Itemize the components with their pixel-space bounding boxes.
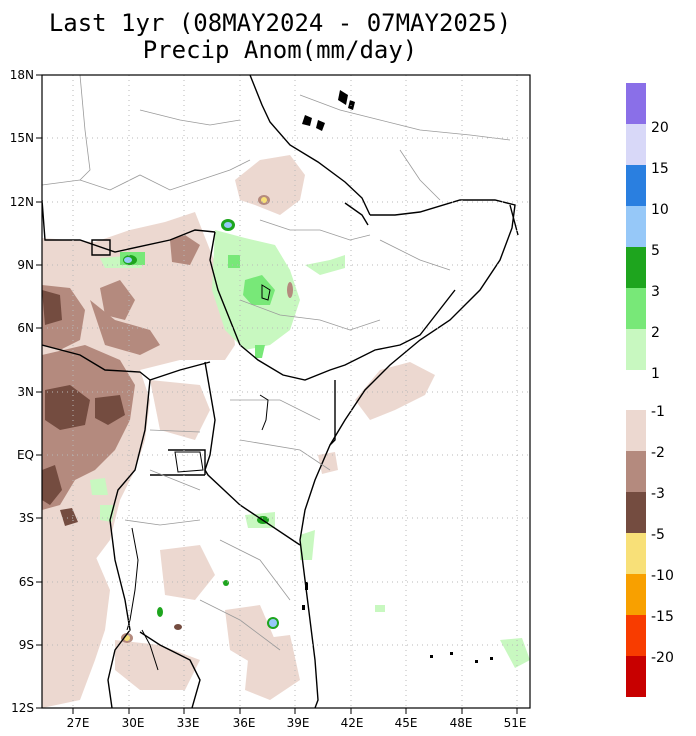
lat-label: 12S xyxy=(11,701,34,715)
coastal-islands xyxy=(302,90,493,663)
colorbar-label: -20 xyxy=(651,650,674,666)
lat-label: 3N xyxy=(17,385,34,399)
lon-label: 45E xyxy=(395,716,418,730)
map-title-line2: Precip Anom(mm/day) xyxy=(142,36,418,64)
gridlines xyxy=(42,75,530,708)
lon-label: 48E xyxy=(450,716,473,730)
colorbar-label: -15 xyxy=(651,609,674,625)
lon-label: 27E xyxy=(67,716,90,730)
lat-label: 6N xyxy=(17,321,34,335)
lat-label: 18N xyxy=(10,68,34,82)
lat-label: 9S xyxy=(19,638,34,652)
colorbar-label: 5 xyxy=(651,243,660,259)
colorbar-label: -2 xyxy=(651,445,665,461)
colorbar-negative: -1 -2 -3 -5 -10 -15 -20 xyxy=(626,404,674,697)
precip-anomaly-map: 18N 15N 12N 9N 6N 3N EQ 3S 6S 9S 12S 27E… xyxy=(10,68,531,730)
colorbar-label: -3 xyxy=(651,486,665,502)
colorbar-label: 3 xyxy=(651,284,660,300)
lat-label: 3S xyxy=(19,511,34,525)
colorbar-swatch xyxy=(626,329,646,370)
map-title-line1: Last 1yr (08MAY2024 - 07MAY2025) xyxy=(48,9,512,37)
colorbar-swatch xyxy=(626,615,646,656)
colorbar-label: 10 xyxy=(651,202,669,218)
colorbar-swatch xyxy=(626,206,646,247)
lon-label: 36E xyxy=(233,716,256,730)
lon-label: 42E xyxy=(341,716,364,730)
lon-label: 39E xyxy=(287,716,310,730)
colorbar-swatch xyxy=(626,533,646,574)
lake-outlines xyxy=(126,284,271,671)
lon-label: 30E xyxy=(122,716,145,730)
colorbar-swatch xyxy=(626,574,646,615)
admin-boundaries xyxy=(42,75,511,651)
colorbar-label: -10 xyxy=(651,568,674,584)
colorbar-swatch xyxy=(626,288,646,329)
colorbar-swatch xyxy=(626,492,646,533)
lon-label: 51E xyxy=(504,716,527,730)
colorbar-swatch xyxy=(626,410,646,451)
lat-label: 12N xyxy=(10,195,34,209)
lon-label: 33E xyxy=(177,716,200,730)
dry-anomaly-strong-areas xyxy=(42,290,125,526)
colorbar-swatch xyxy=(626,656,646,697)
lat-label: 15N xyxy=(10,131,34,145)
colorbar-label: 1 xyxy=(651,366,660,382)
colorbar-label: 2 xyxy=(651,325,660,341)
lat-label: 6S xyxy=(19,575,34,589)
colorbar-positive: 20 15 10 5 3 2 1 xyxy=(626,83,669,382)
country-boundaries xyxy=(42,75,519,708)
colorbar-swatch xyxy=(626,83,646,124)
axis-ticks xyxy=(36,74,518,714)
lat-label: 9N xyxy=(17,258,34,272)
colorbar-swatch xyxy=(626,451,646,492)
lat-label: EQ xyxy=(17,448,34,462)
colorbar-swatch xyxy=(626,247,646,288)
colorbar-label: -1 xyxy=(651,404,665,420)
colorbar-label: 20 xyxy=(651,120,669,136)
colorbar-label: -5 xyxy=(651,527,665,543)
colorbar-swatch xyxy=(626,124,646,165)
colorbar-label: 15 xyxy=(651,161,669,177)
colorbar-swatch xyxy=(626,165,646,206)
